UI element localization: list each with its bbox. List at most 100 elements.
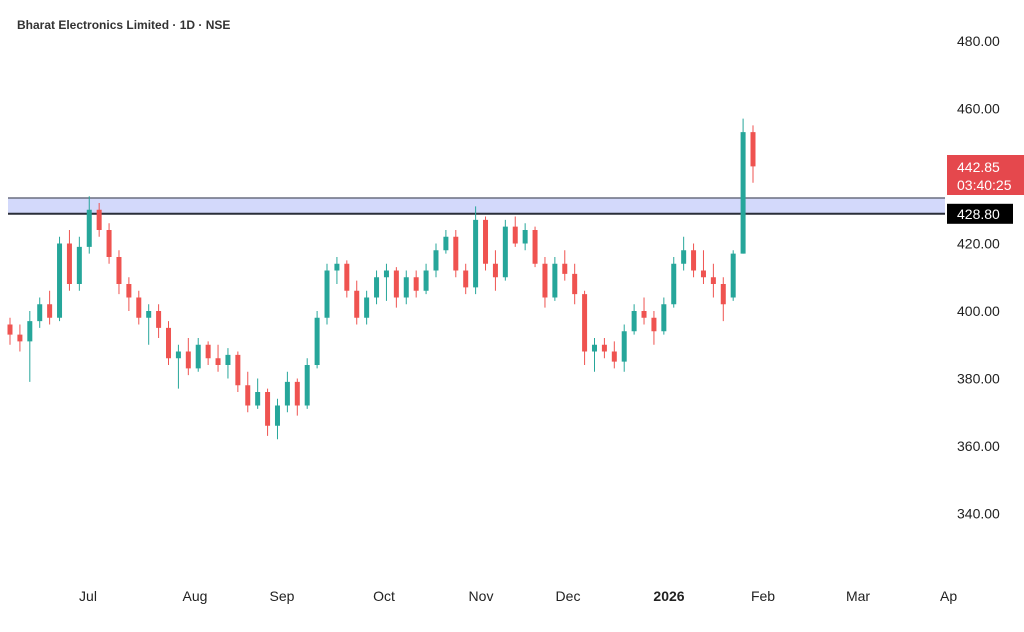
candle-body	[274, 405, 280, 426]
candle-body	[314, 317, 320, 365]
candle-body	[7, 324, 13, 335]
candle-body	[205, 344, 211, 359]
candle-body	[750, 132, 756, 167]
candle-body	[116, 257, 122, 284]
price-tick-label: 380.00	[957, 371, 1000, 387]
candle-body	[364, 297, 370, 318]
price-labels: 442.85 03:40:25 428.80	[947, 155, 1024, 224]
candle-body	[76, 246, 82, 284]
candle-body	[235, 354, 241, 386]
price-tick-label: 340.00	[957, 506, 1000, 522]
candle-body	[473, 219, 479, 288]
candle-body	[572, 273, 578, 295]
candle-body	[522, 230, 528, 244]
resistance-level-badge	[947, 203, 1013, 224]
candle-body	[641, 311, 647, 318]
time-tick-label: Jul	[79, 588, 97, 604]
candle-body	[443, 236, 449, 251]
price-tick-label: 420.00	[957, 236, 1000, 252]
candle-body	[294, 381, 300, 406]
price-tick-label: 480.00	[957, 33, 1000, 49]
candle-body	[86, 209, 92, 247]
candle-body	[106, 230, 112, 257]
candle-body	[156, 311, 162, 328]
candle-body	[245, 385, 251, 406]
candle-body	[463, 270, 469, 288]
time-tick-label: Ap	[940, 588, 957, 604]
countdown-label: 03:40:25	[957, 177, 1012, 193]
candle-body	[215, 358, 221, 365]
candle-body	[185, 351, 191, 369]
candle-body	[562, 263, 568, 274]
candle-body	[136, 297, 142, 318]
candle-body	[66, 243, 72, 284]
candle-body	[17, 334, 23, 342]
time-axis[interactable]: Jul Aug Sep Oct Nov Dec 2026 Feb Mar Ap	[79, 588, 957, 604]
candle-body	[27, 321, 33, 342]
candle-body	[651, 317, 657, 332]
candle-body	[413, 277, 419, 291]
candle-body	[324, 270, 330, 318]
candle-body	[691, 250, 697, 271]
resistance-level-label: 428.80	[957, 206, 1000, 222]
chart-title: Bharat Electronics Limited · 1D · NSE	[17, 18, 231, 32]
price-tick-label: 400.00	[957, 303, 1000, 319]
candle-body	[175, 351, 181, 359]
resistance-zone	[8, 197, 945, 215]
time-tick-label: Nov	[469, 588, 494, 604]
price-tick-label: 460.00	[957, 101, 1000, 117]
time-tick-label: Dec	[556, 588, 581, 604]
candle-body	[631, 311, 637, 332]
candle-body	[393, 270, 399, 298]
last-price-badge	[947, 155, 1024, 195]
candle-body	[661, 304, 667, 332]
time-tick-label: Aug	[183, 588, 208, 604]
candle-body	[542, 263, 548, 298]
candle-body	[265, 392, 271, 426]
time-tick-label: Oct	[373, 588, 395, 604]
candle-body	[374, 277, 380, 298]
zone-fill	[8, 197, 945, 214]
candle-body	[720, 284, 726, 305]
candle-body	[225, 354, 231, 365]
candle-body	[700, 270, 706, 278]
candle-body	[552, 263, 558, 298]
last-price-label: 442.85	[957, 159, 1000, 175]
candle-body	[591, 344, 597, 352]
candle-body	[146, 311, 152, 318]
candle-body	[671, 263, 677, 305]
time-tick-label: Mar	[846, 588, 870, 604]
candle-body	[403, 277, 409, 298]
candle-body	[492, 263, 498, 278]
candle-body	[601, 344, 607, 352]
candle-body	[96, 209, 102, 230]
candle-body	[483, 219, 489, 264]
candle-body	[334, 263, 340, 271]
candle-body	[57, 243, 63, 318]
candle-body	[195, 344, 201, 369]
price-axis[interactable]: 480.00 460.00 420.00 400.00 380.00 360.00 340.…	[957, 33, 1000, 522]
candle-body	[423, 270, 429, 291]
candle-body	[126, 284, 132, 298]
candle-body	[730, 253, 736, 298]
time-tick-label: Feb	[751, 588, 775, 604]
price-tick-label: 360.00	[957, 438, 1000, 454]
candle-body	[255, 392, 261, 406]
candle-body	[304, 365, 310, 406]
time-tick-label: Sep	[270, 588, 295, 604]
candle-body	[512, 226, 518, 244]
candle-body	[37, 304, 43, 322]
candle-body	[166, 327, 172, 359]
candle-body	[453, 236, 459, 271]
candle-body	[621, 331, 627, 362]
time-tick-label: 2026	[653, 588, 684, 604]
candle-body	[284, 381, 290, 406]
candle-body	[344, 263, 350, 291]
candle-body	[354, 290, 360, 318]
candle-body	[532, 230, 538, 264]
candle-body	[47, 304, 53, 318]
candle-body	[611, 351, 617, 362]
candles	[7, 118, 756, 440]
candle-body	[502, 226, 508, 278]
